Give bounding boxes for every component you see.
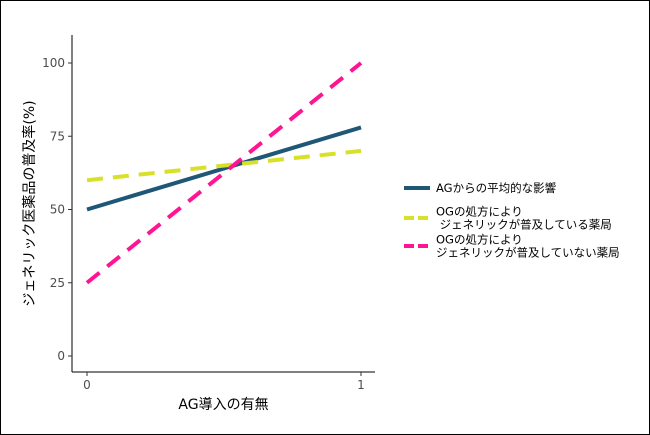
- y-tick-label: 75: [50, 129, 65, 143]
- legend: AGからの平均的な影響 OGの処方により ジェネリックが普及している薬局OGの処方…: [404, 181, 620, 260]
- x-tick-label: 0: [83, 378, 91, 392]
- y-axis-title: ジェネリック医薬品の普及率(%): [21, 100, 38, 306]
- x-axis-title: AG導入の有無: [178, 397, 268, 413]
- legend-label-3: OGの処方によりジェネリックが普及していない薬局: [436, 233, 620, 260]
- legend-label-1: AGからの平均的な影響: [436, 181, 556, 195]
- y-tick-label: 0: [57, 349, 65, 363]
- series-line-2: [86, 148, 362, 183]
- y-tick-label: 50: [50, 203, 65, 217]
- series-lines: [85, 61, 363, 285]
- y-tick-label: 25: [50, 276, 65, 290]
- series-line-3: [85, 61, 363, 285]
- y-tick-label: 100: [42, 56, 65, 70]
- series-line-1: [86, 125, 362, 212]
- x-tick-label: 1: [357, 378, 365, 392]
- legend-label-2: OGの処方により ジェネリックが普及している薬局: [436, 205, 612, 232]
- y-ticks: 0 25 50 75 100: [42, 56, 72, 363]
- axes: [71, 35, 375, 373]
